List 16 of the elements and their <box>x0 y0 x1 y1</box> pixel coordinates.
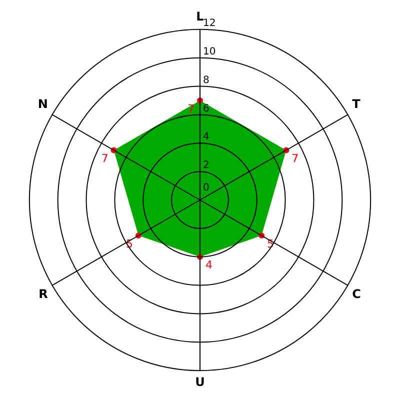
data-label: 7 <box>101 152 108 166</box>
data-label: 7 <box>188 102 194 116</box>
y-tick-label: 4 <box>203 132 210 143</box>
y-tick-label: 0 <box>203 182 210 194</box>
y-tick-label: 8 <box>203 74 210 86</box>
spoke-label: T <box>352 97 362 112</box>
data-label: 7 <box>292 152 299 166</box>
y-tick-label: 2 <box>203 160 210 172</box>
y-tick-label: 10 <box>203 46 216 58</box>
spoke-label: N <box>38 97 48 112</box>
spoke-label: L <box>196 9 204 24</box>
y-tick-label: 6 <box>203 103 210 114</box>
spoke-label: U <box>195 374 205 389</box>
spoke-label: C <box>352 287 362 302</box>
spoke-label: R <box>38 287 48 302</box>
y-tick-label: 12 <box>203 18 216 29</box>
